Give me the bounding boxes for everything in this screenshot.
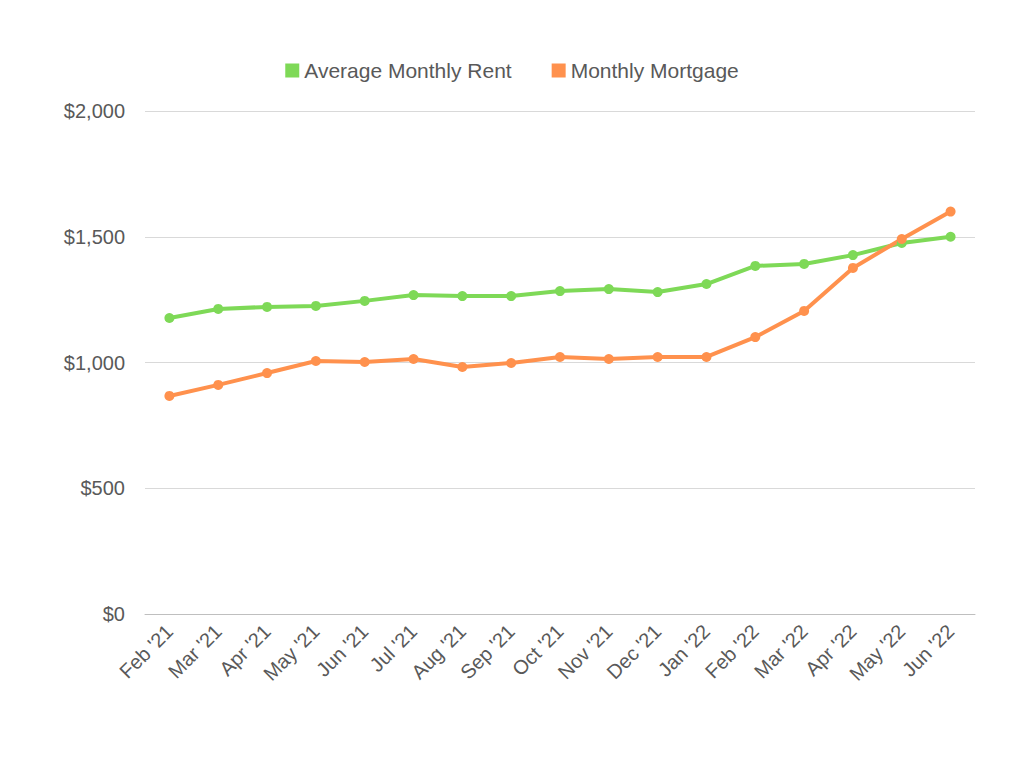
svg-text:May '22: May '22: [845, 620, 910, 685]
svg-text:Mar '22: Mar '22: [750, 620, 812, 682]
svg-text:Monthly Mortgage: Monthly Mortgage: [571, 59, 739, 82]
svg-text:$0: $0: [103, 603, 125, 625]
svg-text:$500: $500: [81, 477, 126, 499]
svg-text:Nov '21: Nov '21: [553, 620, 617, 684]
svg-text:Jul '21: Jul '21: [365, 620, 422, 677]
svg-text:Feb '22: Feb '22: [701, 620, 763, 682]
svg-text:Jun '22: Jun '22: [898, 620, 959, 681]
svg-text:Sep '21: Sep '21: [456, 620, 519, 683]
svg-text:Feb '21: Feb '21: [115, 620, 177, 682]
svg-text:Apr '22: Apr '22: [800, 620, 861, 681]
svg-text:Jun '21: Jun '21: [312, 620, 373, 681]
svg-text:$1,500: $1,500: [64, 226, 125, 248]
svg-text:Apr '21: Apr '21: [214, 620, 275, 681]
svg-text:Jan '22: Jan '22: [653, 620, 715, 681]
svg-text:$1,000: $1,000: [64, 352, 125, 374]
svg-text:Mar '21: Mar '21: [164, 620, 226, 682]
svg-text:Oct '21: Oct '21: [507, 620, 568, 681]
svg-text:$2,000: $2,000: [64, 100, 125, 122]
svg-text:May '21: May '21: [259, 620, 324, 685]
svg-text:Average Monthly Rent: Average Monthly Rent: [304, 59, 512, 82]
svg-text:Aug '21: Aug '21: [407, 620, 471, 684]
svg-text:Dec '21: Dec '21: [602, 620, 665, 683]
